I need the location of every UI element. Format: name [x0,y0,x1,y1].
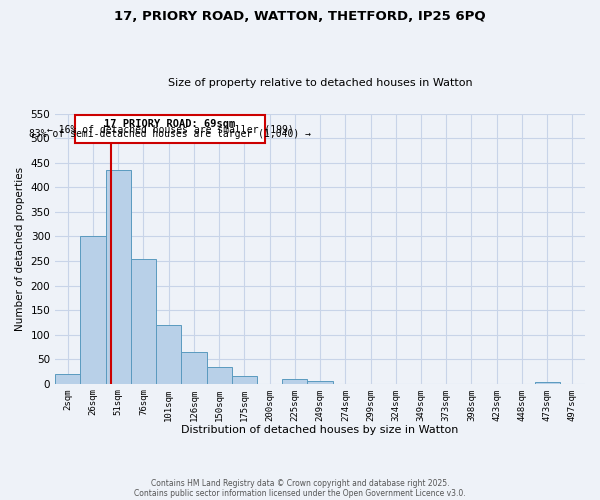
Text: 17, PRIORY ROAD, WATTON, THETFORD, IP25 6PQ: 17, PRIORY ROAD, WATTON, THETFORD, IP25 … [114,10,486,23]
Bar [55,374,80,384]
Bar [282,379,307,384]
Bar [535,382,560,384]
Bar [181,352,206,384]
Text: 17 PRIORY ROAD: 69sqm: 17 PRIORY ROAD: 69sqm [104,118,236,128]
Text: Contains HM Land Registry data © Crown copyright and database right 2025.: Contains HM Land Registry data © Crown c… [151,478,449,488]
Bar [232,376,257,384]
Bar [206,366,232,384]
FancyBboxPatch shape [76,116,265,143]
Title: Size of property relative to detached houses in Watton: Size of property relative to detached ho… [168,78,472,88]
Text: ← 16% of detached houses are smaller (199): ← 16% of detached houses are smaller (19… [47,124,293,134]
Bar [131,258,156,384]
X-axis label: Distribution of detached houses by size in Watton: Distribution of detached houses by size … [181,425,459,435]
Bar [106,170,131,384]
Bar [80,236,106,384]
Y-axis label: Number of detached properties: Number of detached properties [15,166,25,331]
Text: 83% of semi-detached houses are larger (1,040) →: 83% of semi-detached houses are larger (… [29,129,311,139]
Bar [156,325,181,384]
Bar [307,382,332,384]
Text: Contains public sector information licensed under the Open Government Licence v3: Contains public sector information licen… [134,488,466,498]
